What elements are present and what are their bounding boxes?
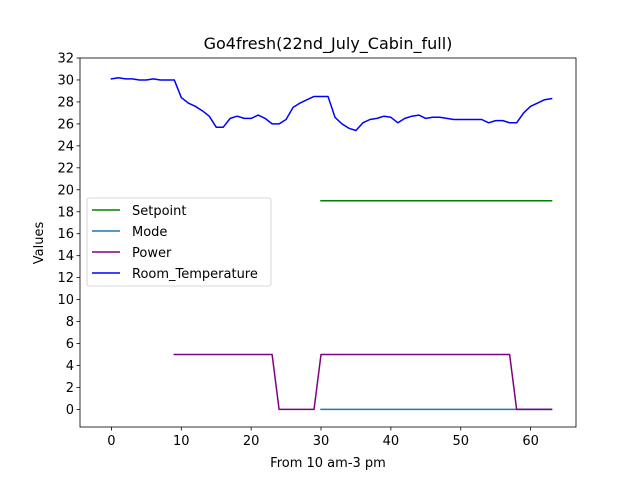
- y-tick-label: 10: [57, 293, 74, 308]
- x-tick-label: 20: [243, 434, 260, 449]
- y-tick-label: 2: [66, 381, 74, 396]
- y-tick-label: 16: [57, 227, 74, 242]
- y-tick-label: 12: [57, 271, 74, 286]
- series-line-room-temperature: [110, 77, 553, 132]
- x-tick-label: 0: [107, 434, 115, 449]
- legend-label-power: Power: [132, 246, 172, 261]
- x-tick-label: 60: [522, 434, 539, 449]
- x-tick-label: 10: [173, 434, 190, 449]
- axes-frame: [79, 57, 577, 428]
- y-tick-label: 0: [66, 403, 74, 418]
- y-axis-label: Values: [32, 222, 47, 265]
- legend: Setpoint Mode Power Room_Temperature: [86, 197, 272, 287]
- legend-label-room-temperature: Room_Temperature: [132, 267, 258, 282]
- plot-area: 0 10 20 30 40 50 60024681012141618202224262830…: [57, 52, 577, 449]
- legend-label-mode: Mode: [132, 225, 167, 240]
- legend-label-setpoint: Setpoint: [132, 204, 187, 219]
- x-tick-label: 30: [313, 434, 330, 449]
- y-tick-label: 20: [57, 183, 74, 198]
- y-tick-label: 14: [57, 249, 74, 264]
- y-tick-label: 6: [66, 337, 74, 352]
- y-tick-label: 28: [57, 95, 74, 110]
- series-line-power: [173, 353, 553, 411]
- y-tick-label: 30: [57, 73, 74, 88]
- y-tick-label: 8: [66, 315, 74, 330]
- y-tick-label: 32: [57, 52, 74, 67]
- x-axis-label: From 10 am-3 pm: [270, 456, 386, 471]
- y-tick-label: 18: [57, 205, 74, 220]
- chart-title: Go4fresh(22nd_July_Cabin_full): [204, 34, 453, 54]
- y-tick-label: 22: [57, 161, 74, 176]
- y-tick-label: 4: [66, 359, 74, 374]
- y-tick-label: 26: [57, 117, 74, 132]
- y-tick-label: 24: [57, 139, 74, 154]
- legend-box: [86, 197, 272, 287]
- x-tick-label: 40: [383, 434, 400, 449]
- x-tick-label: 50: [452, 434, 469, 449]
